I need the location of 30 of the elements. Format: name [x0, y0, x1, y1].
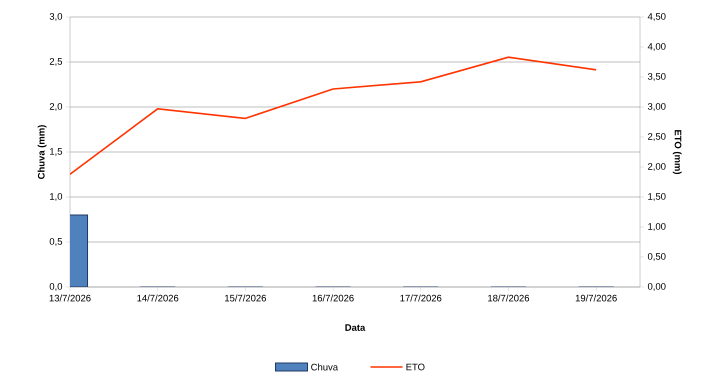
y2-tick-label: 3,50 — [648, 73, 666, 81]
y-tick-label: 0,0 — [50, 283, 62, 291]
legend-label: ETO — [406, 364, 425, 370]
x-tick-label: 14/7/2026 — [137, 294, 178, 302]
y-tick-label: 2,5 — [50, 58, 62, 66]
y2-tick-label: 2,50 — [648, 133, 666, 141]
x-tick-label: 16/7/2026 — [312, 294, 354, 302]
y2-tick-label: 4,00 — [648, 43, 666, 51]
y2-tick-label: 3,00 — [648, 103, 666, 111]
y2-tick-label: 4,50 — [648, 13, 666, 21]
x-tick-label: 15/7/2026 — [225, 294, 266, 302]
y-tick-label: 1,0 — [50, 193, 62, 201]
y2-tick-label: 0,50 — [648, 253, 666, 261]
y2-tick-label: 1,50 — [648, 193, 666, 201]
y2-tick-label: 1,00 — [648, 223, 666, 231]
line-series — [70, 56, 597, 175]
x-tick-label: 17/7/2026 — [400, 294, 442, 302]
y-tick-label: 2,0 — [50, 103, 62, 111]
x-tick-label: 13/7/2026 — [50, 294, 91, 302]
x-tick-label: 19/7/2026 — [576, 294, 617, 302]
x-tick-label: 18/7/2026 — [488, 294, 530, 302]
y-tick-label: 0,5 — [50, 238, 62, 246]
y2-tick-label: 0,00 — [648, 283, 666, 291]
y2-tick-label: 2,00 — [648, 163, 666, 171]
y-tick-label: 1,5 — [50, 148, 62, 156]
x-axis-title: Data — [345, 324, 366, 331]
y-axis-title: Chuva (mm) — [38, 125, 46, 179]
y2-axis-title: ETO (mm) — [672, 130, 682, 174]
y-tick-label: 3,0 — [50, 13, 62, 21]
legend-label: Chuva — [311, 364, 338, 370]
